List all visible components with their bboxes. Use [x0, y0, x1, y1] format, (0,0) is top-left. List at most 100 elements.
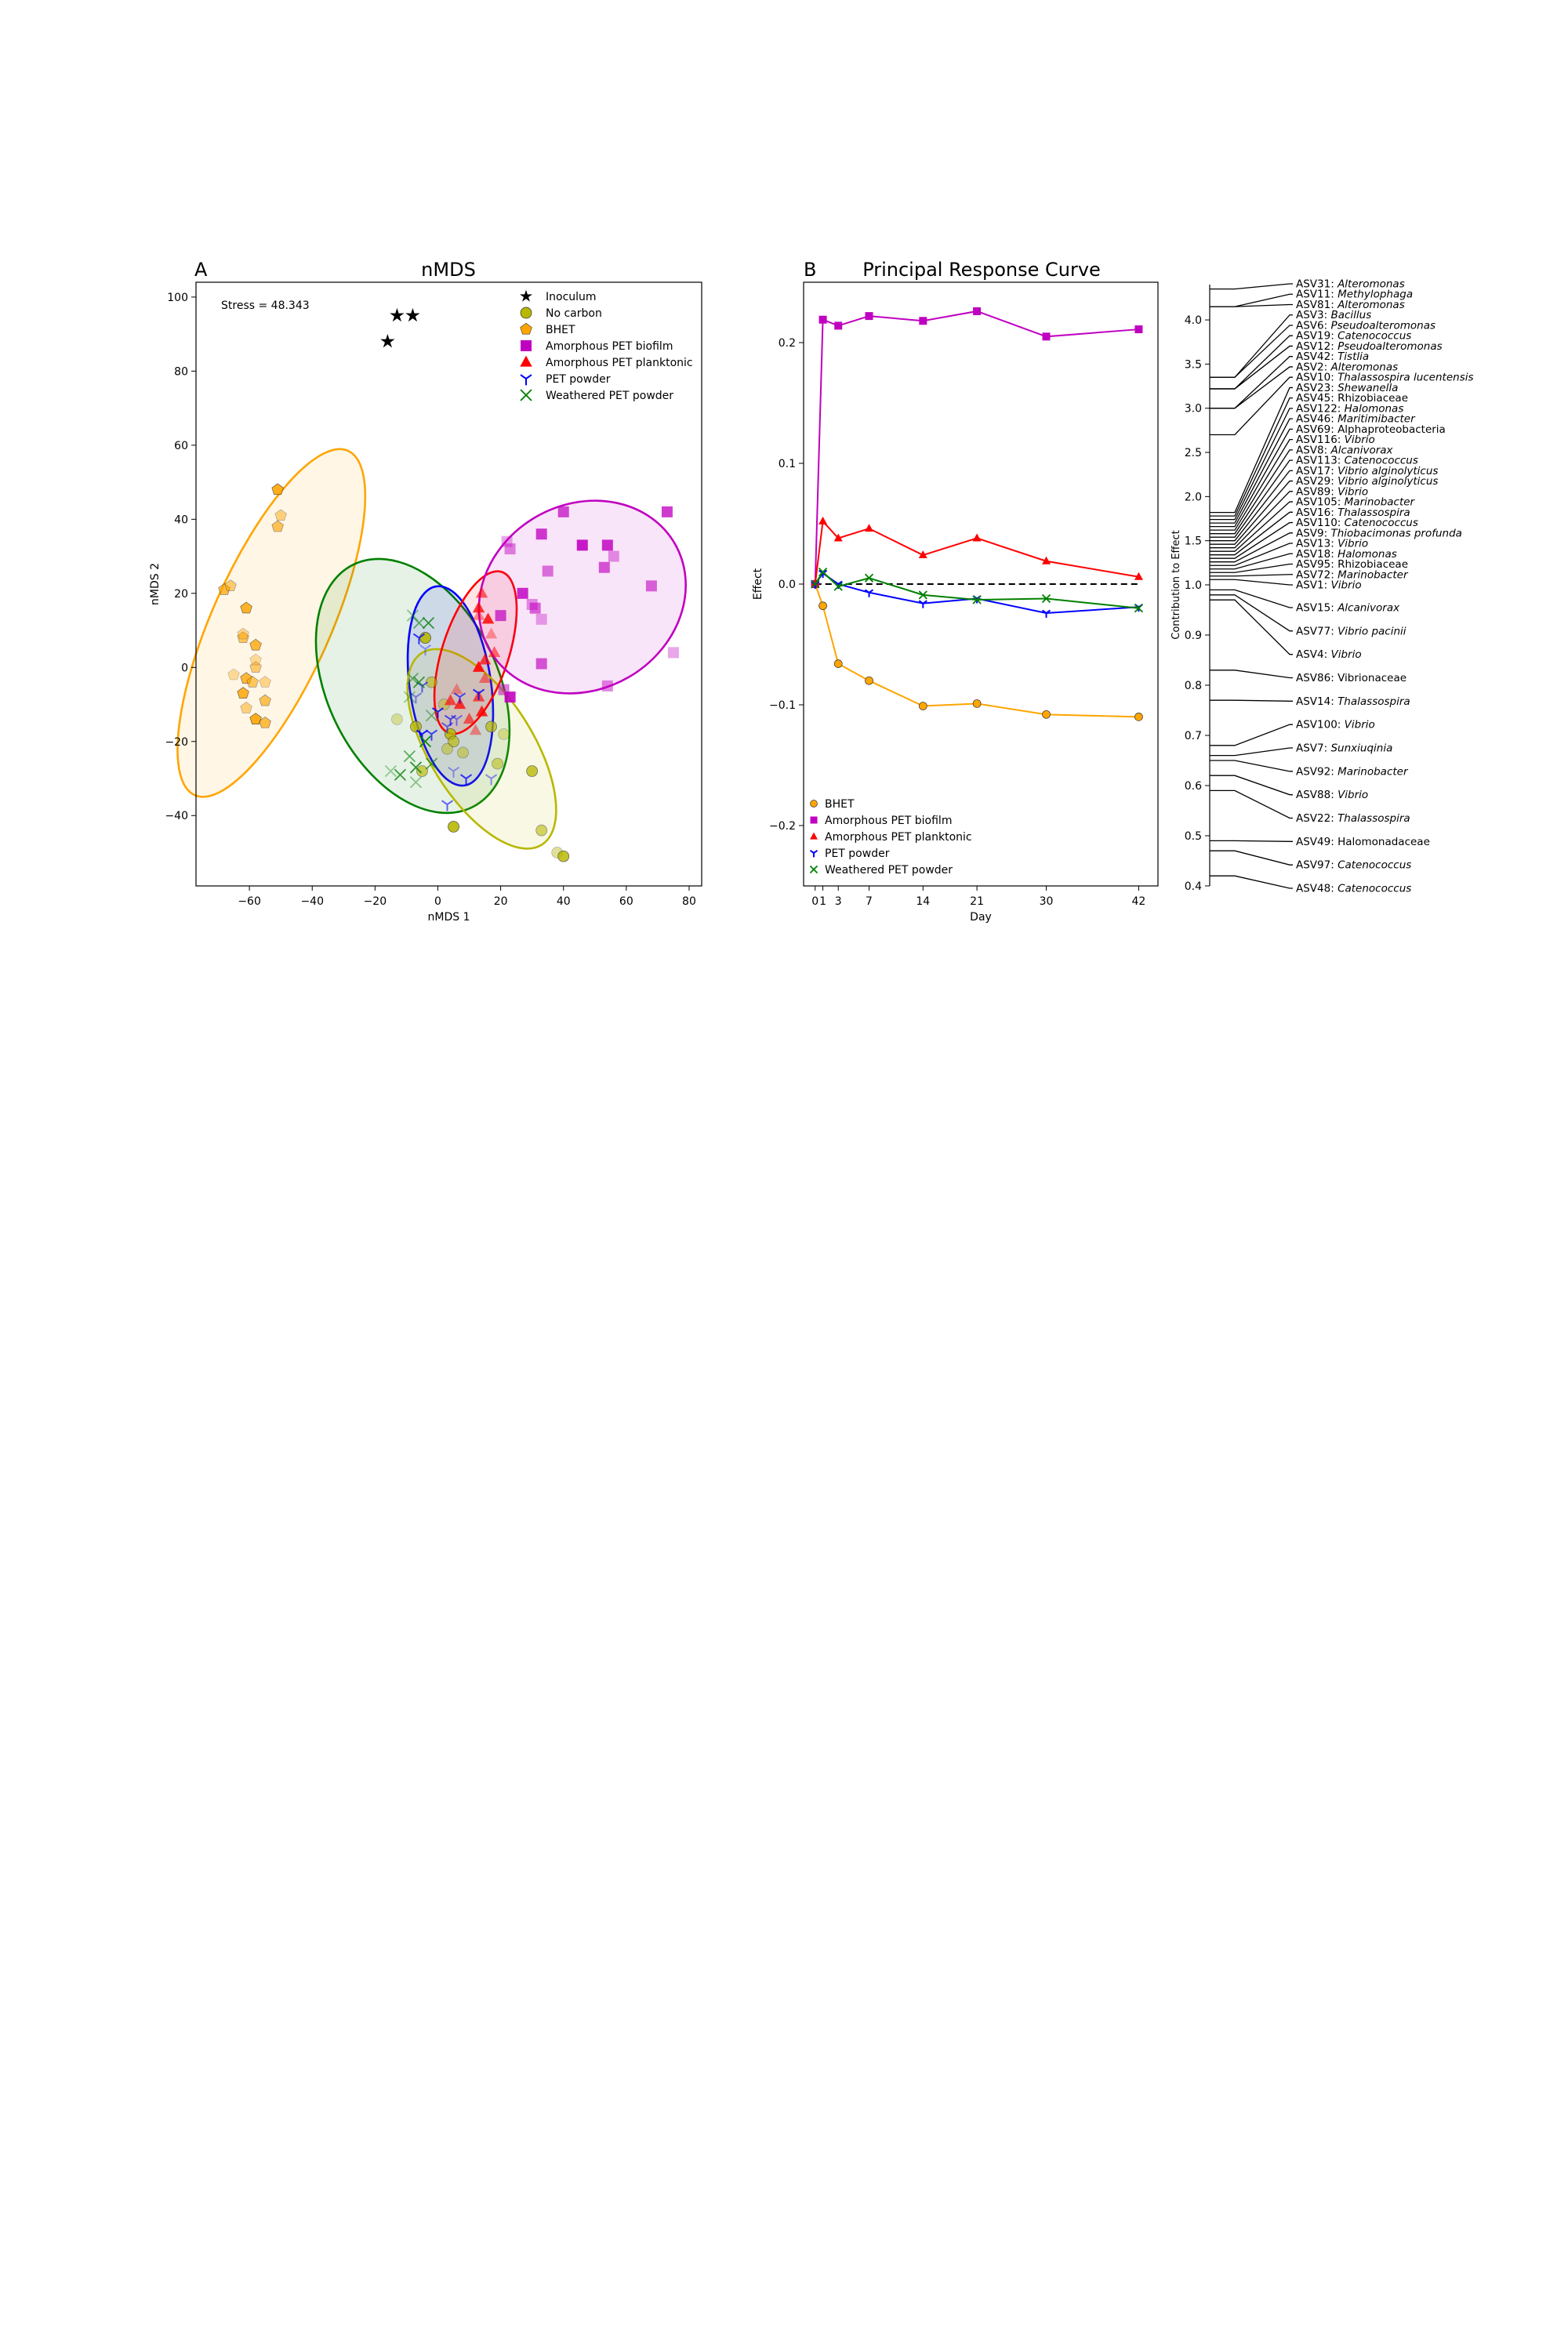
point-weathered-pet-powder: [403, 691, 416, 703]
point-no-carbon: [391, 713, 403, 725]
taxon-label: ASV122: Halomonas: [1296, 402, 1403, 415]
point-amorphous-pet-biofilm: [598, 561, 610, 573]
asv-id: ASV86:: [1296, 672, 1338, 684]
point-weathered-pet-powder: [409, 776, 423, 789]
point-pet-powder: [485, 774, 498, 786]
y-tick-label: 20: [174, 588, 188, 601]
point-amorphous-pet-planktonic: [865, 524, 874, 532]
point-amorphous-pet-planktonic: [469, 724, 482, 735]
ellipse-no-carbon: [406, 648, 557, 850]
contribution-tick-label: 0.9: [1185, 630, 1202, 642]
contribution-tick-label: 0.6: [1185, 780, 1202, 793]
point-pet-powder: [864, 589, 874, 597]
taxon-label: ASV97: Catenococcus: [1296, 859, 1411, 872]
legend-label: BHET: [546, 324, 575, 336]
taxon-name: Alteromonas: [1330, 361, 1398, 373]
point-bhet: [818, 601, 827, 611]
taxon-leader-line: [1210, 459, 1293, 538]
point-amorphous-pet-planktonic: [444, 694, 457, 706]
x-axis-label: Day: [970, 911, 992, 924]
point-amorphous-pet-biofilm: [535, 658, 547, 670]
ellipse-amorphous-pet-biofilm: [477, 499, 687, 695]
point-weathered-pet-powder: [384, 764, 397, 778]
taxon-name: Rhizobiaceae: [1338, 558, 1408, 571]
point-weathered-pet-powder: [412, 676, 426, 688]
taxon-label: ASV13: Vibrio: [1296, 538, 1368, 550]
point-weathered-pet-powder: [918, 590, 927, 600]
taxon-leader-line: [1210, 543, 1293, 566]
taxon-label: ASV22: Thalassospira: [1296, 812, 1410, 825]
point-amorphous-pet-biofilm: [557, 506, 569, 517]
stress-label: Stress = 48.343: [221, 299, 310, 312]
point-amorphous-pet-biofilm: [526, 598, 538, 610]
point-weathered-pet-powder: [811, 579, 820, 589]
point-inoculum: [380, 333, 395, 348]
point-amorphous-pet-planktonic: [478, 653, 492, 665]
point-bhet: [249, 713, 262, 724]
taxon-label: ASV9: Thiobacimonas profunda: [1296, 527, 1462, 539]
point-amorphous-pet-planktonic: [472, 608, 485, 620]
point-amorphous-pet-biofilm: [498, 684, 510, 695]
contribution-axis-label: Contribution to Effect: [1171, 530, 1182, 639]
taxon-label: ASV49: Halomonadaceae: [1296, 836, 1430, 848]
y-tick-label: 80: [174, 365, 188, 378]
point-bhet: [249, 653, 262, 666]
point-no-carbon: [492, 757, 503, 770]
point-bhet: [249, 638, 262, 651]
taxon-name: Vibrio: [1338, 789, 1368, 801]
taxon-leader-line: [1210, 418, 1293, 524]
taxon-label: ASV11: Methylophaga: [1296, 289, 1413, 301]
point-amorphous-pet-biofilm: [504, 543, 516, 555]
taxon-name: Vibrio: [1330, 579, 1361, 592]
point-no-carbon: [448, 821, 459, 833]
point-pet-powder: [441, 800, 454, 811]
taxon-leader-line: [1210, 449, 1293, 535]
taxon-name: Rhizobiaceae: [1338, 392, 1408, 405]
asv-id: ASV4:: [1296, 648, 1330, 661]
point-weathered-pet-powder: [419, 735, 432, 748]
taxon-leader-line: [1210, 428, 1293, 528]
x-tick-label: 40: [557, 895, 571, 908]
taxon-label: ASV12: Pseudoalteromonas: [1296, 340, 1443, 353]
taxon-leader-line: [1210, 594, 1293, 632]
taxon-name: Vibrio: [1345, 719, 1375, 731]
point-no-carbon: [485, 720, 497, 733]
legend-marker: [810, 832, 818, 840]
point-weathered-pet-powder: [972, 595, 982, 604]
point-bhet: [237, 631, 249, 644]
point-amorphous-pet-planktonic: [488, 645, 501, 657]
asv-id: ASV12:: [1296, 340, 1338, 353]
nmds-axes: −60 −40 −20 0 20 40 60 80 −40 −20 0 20 40 60 80 100 nMDS…: [149, 292, 696, 924]
legend-marker: [810, 816, 818, 824]
point-amorphous-pet-planktonic: [472, 660, 485, 672]
asv-id: ASV110:: [1296, 517, 1345, 529]
point-amorphous-pet-biofilm: [535, 613, 547, 625]
y-tick-label: 60: [174, 440, 188, 452]
contribution-tick-label: 4.0: [1185, 314, 1202, 327]
legend-marker: [520, 355, 532, 367]
asv-id: ASV88:: [1296, 789, 1338, 801]
taxon-label: ASV29: Vibrio alginolyticus: [1296, 475, 1438, 488]
legend-label: Amorphous PET planktonic: [825, 831, 972, 844]
taxon-name: Alteromonas: [1337, 299, 1405, 311]
point-bhet: [259, 717, 271, 728]
point-pet-powder: [450, 714, 463, 726]
point-amorphous-pet-planktonic: [818, 516, 828, 524]
point-bhet: [240, 702, 252, 713]
taxon-name: Thalassospira: [1338, 695, 1410, 708]
point-pet-powder: [1041, 609, 1051, 618]
point-inoculum: [405, 307, 420, 322]
legend-label: Weathered PET powder: [825, 864, 953, 877]
point-amorphous-pet-biofilm: [576, 539, 588, 551]
legend-marker: [520, 307, 532, 319]
taxon-label: ASV95: Rhizobiaceae: [1296, 558, 1408, 571]
y-tick-label: 40: [174, 514, 188, 526]
asv-id: ASV42:: [1296, 350, 1338, 363]
taxon-leader-line: [1210, 511, 1293, 556]
point-weathered-pet-powder: [1134, 604, 1144, 613]
asv-id: ASV46:: [1296, 413, 1338, 426]
taxon-name: Pseudoalteromonas: [1338, 340, 1443, 353]
asv-id: ASV97:: [1296, 859, 1338, 872]
asv-id: ASV3:: [1296, 309, 1330, 321]
